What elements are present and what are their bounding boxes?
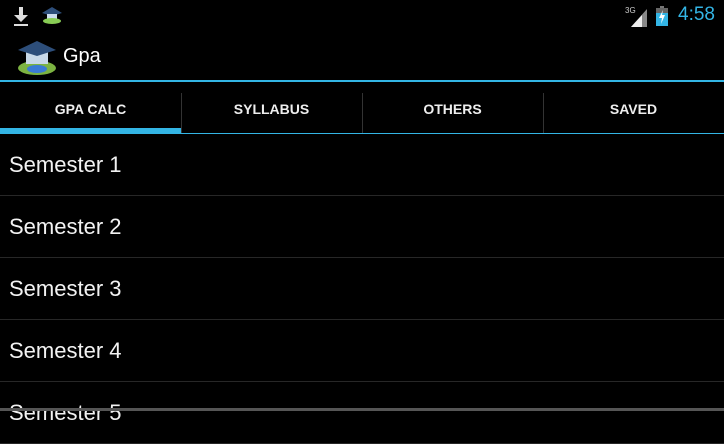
list-item-semester-2[interactable]: Semester 2	[0, 196, 724, 258]
app-notification-icon	[42, 7, 62, 24]
tab-saved[interactable]: SAVED	[543, 84, 724, 133]
app-logo-icon[interactable]	[16, 38, 58, 76]
signal-3g-icon: 3G	[625, 6, 647, 27]
network-type: 3G	[625, 6, 636, 15]
status-bar: 3G 4:58	[0, 0, 724, 32]
tab-bar: GPA CALC SYLLABUS OTHERS SAVED	[0, 84, 724, 134]
tab-others[interactable]: OTHERS	[362, 84, 543, 133]
bottom-edge	[0, 408, 724, 411]
list-item-semester-5[interactable]: Semester 5	[0, 382, 724, 444]
action-bar	[0, 32, 724, 80]
app-title: Gpa	[63, 45, 101, 67]
download-icon	[14, 7, 28, 26]
tab-syllabus[interactable]: SYLLABUS	[181, 84, 362, 133]
list-item-semester-1[interactable]: Semester 1	[0, 134, 724, 196]
action-bar-divider	[0, 80, 724, 82]
list-item-semester-4[interactable]: Semester 4	[0, 320, 724, 382]
semester-list: Semester 1 Semester 2 Semester 3 Semeste…	[0, 134, 724, 444]
tab-gpa-calc[interactable]: GPA CALC	[0, 84, 181, 134]
battery-charging-icon	[656, 6, 668, 26]
list-item-semester-3[interactable]: Semester 3	[0, 258, 724, 320]
clock: 4:58	[678, 4, 715, 25]
